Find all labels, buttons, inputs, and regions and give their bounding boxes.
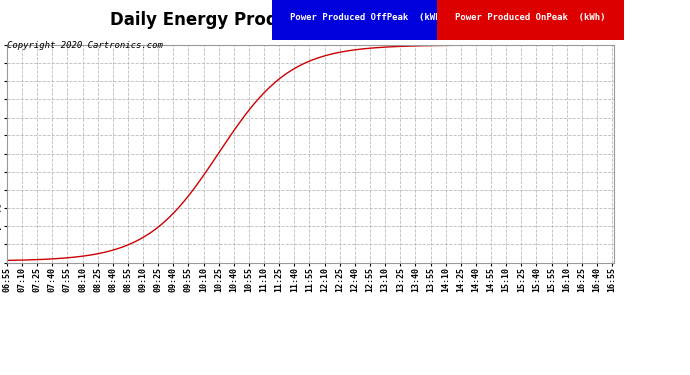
- Text: Copyright 2020 Cartronics.com: Copyright 2020 Cartronics.com: [7, 41, 163, 50]
- Text: Daily Energy Production Wed Feb 12 17:01: Daily Energy Production Wed Feb 12 17:01: [110, 11, 511, 29]
- Text: Power Produced OnPeak  (kWh): Power Produced OnPeak (kWh): [455, 13, 606, 22]
- Text: Power Produced OffPeak  (kWh): Power Produced OffPeak (kWh): [290, 13, 446, 22]
